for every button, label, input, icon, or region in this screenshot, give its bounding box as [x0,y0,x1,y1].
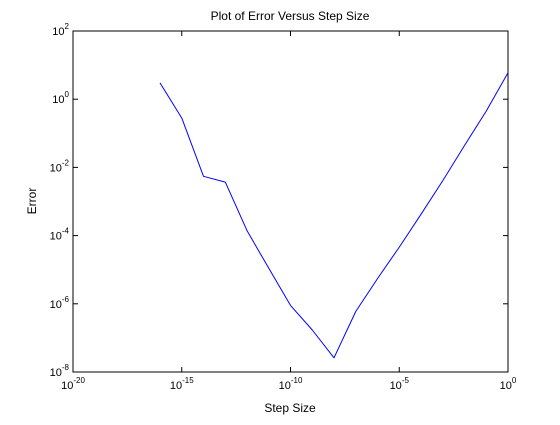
plot-frame [72,30,509,373]
x-axis-label: Step Size [264,401,316,415]
x-axis-ticks: 10-20 10-15 10-10 10-5 100 [61,31,517,392]
x-tick-label: 10-5 [390,376,410,392]
y-tick-label: 100 [52,90,69,106]
y-tick-label: 10-2 [50,158,70,174]
x-tick-label: 10-10 [279,376,303,392]
x-tick-label: 10-20 [61,376,85,392]
series-layer [159,72,509,359]
y-axis-ticks: 10-8 10-6 10-4 10-2 100 102 [50,22,508,379]
series-line [159,72,509,359]
y-tick-label: 102 [52,22,69,38]
y-axis-label: Error [25,188,39,215]
y-tick-label: 10-6 [50,295,70,311]
chart-title: Plot of Error Versus Step Size [211,9,370,23]
y-tick-label: 10-8 [50,363,70,379]
x-tick-label: 100 [500,376,517,392]
x-tick-label: 10-15 [170,376,194,392]
y-tick-label: 10-4 [50,227,70,243]
